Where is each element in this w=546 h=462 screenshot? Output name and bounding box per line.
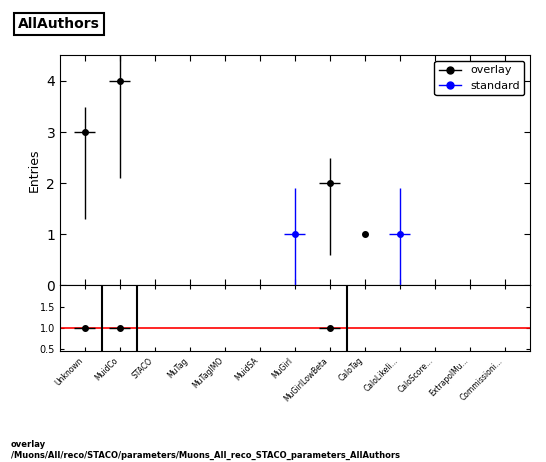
Text: overlay
/Muons/All/reco/STACO/parameters/Muons_All_reco_STACO_parameters_AllAuth: overlay /Muons/All/reco/STACO/parameters… <box>11 440 400 460</box>
Text: AllAuthors: AllAuthors <box>18 17 100 31</box>
Legend: overlay, standard: overlay, standard <box>435 61 524 96</box>
Y-axis label: Entries: Entries <box>28 149 41 192</box>
